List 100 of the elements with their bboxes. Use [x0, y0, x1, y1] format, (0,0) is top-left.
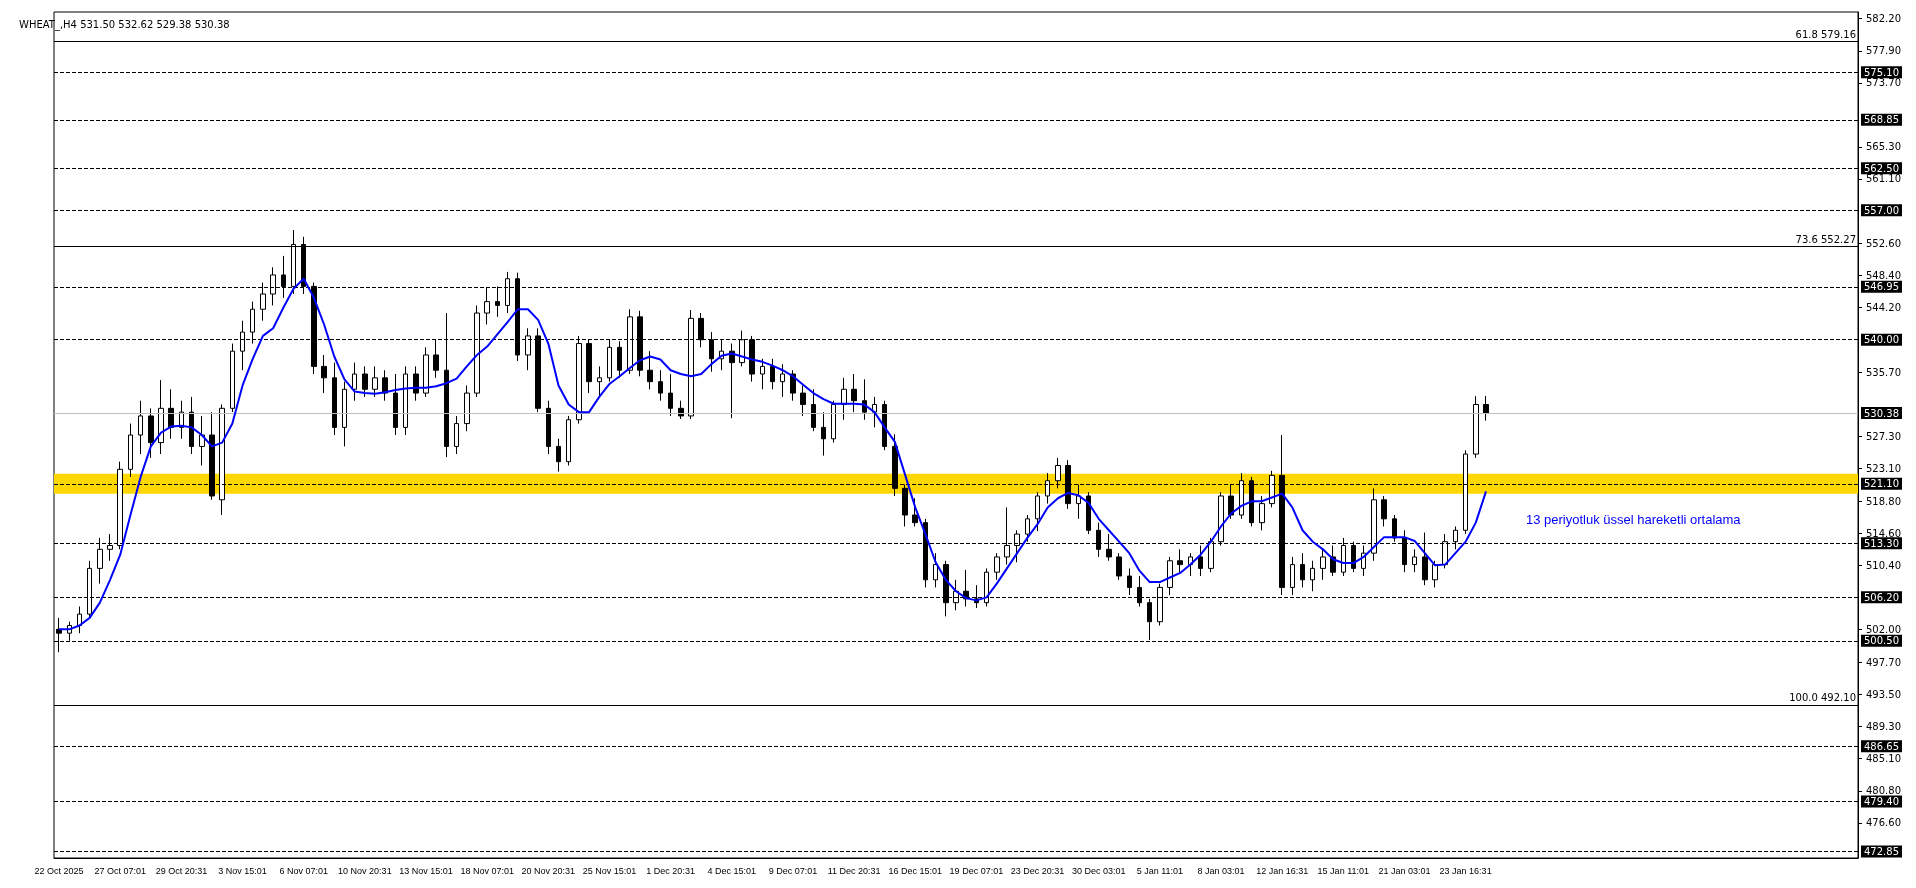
y-tick-label: 527.30	[1866, 431, 1901, 443]
candlestick	[1320, 548, 1326, 581]
candlestick	[1290, 556, 1295, 596]
x-tick-label: 3 Nov 15:01	[218, 865, 267, 876]
x-tick-label: 30 Dec 03:01	[1071, 865, 1126, 876]
candlestick	[1086, 491, 1091, 535]
x-tick-label: 5 Jan 11:01	[1136, 865, 1184, 876]
x-tick-label: 6 Nov 07:01	[279, 865, 328, 876]
candlestick	[556, 438, 561, 473]
candlestick	[393, 373, 398, 436]
y-tick-label: 502.00	[1866, 623, 1901, 635]
candlestick	[770, 358, 775, 390]
candlestick	[464, 384, 470, 432]
candlestick	[912, 497, 918, 527]
y-tick-label: 510.40	[1866, 559, 1901, 571]
y-tick-label: 544.20	[1866, 302, 1901, 314]
ref-line-label: 500.50	[1864, 635, 1899, 647]
y-tick-label: 561.10	[1866, 173, 1901, 185]
y-tick-label: 497.70	[1866, 656, 1901, 668]
candlestick	[780, 363, 785, 398]
x-tick-label: 29 Oct 20:31	[155, 865, 208, 876]
text: 13 periyotluk üssel hareketli ortalama	[1525, 511, 1742, 527]
x-tick-label: 11 Dec 20:31	[827, 865, 881, 876]
y-tick-label: 523.10	[1866, 463, 1901, 475]
y-tick-label: 577.90	[1866, 45, 1901, 57]
x-tick-label: 12 Jan 16:31	[1256, 865, 1309, 876]
candlestick	[1035, 491, 1040, 532]
candlestick	[403, 365, 408, 436]
candlestick	[760, 358, 765, 390]
y-tick-label: 480.80	[1866, 785, 1901, 797]
y-tick-label: 535.70	[1866, 367, 1901, 378]
candlestick	[1127, 567, 1132, 596]
x-tick-label: 19 Dec 07:01	[949, 865, 1004, 876]
ref-line-label: 575.10	[1864, 66, 1899, 78]
x-tick-label: 4 Dec 15:01	[707, 865, 757, 876]
ref-line-label: 568.85	[1864, 114, 1899, 126]
ref-line-label: 73.6 552.27	[1795, 233, 1856, 245]
candlestick	[230, 343, 235, 413]
candlestick	[1381, 495, 1387, 527]
ref-line-label: 486.65	[1864, 740, 1899, 752]
candlestick	[1473, 395, 1479, 459]
x-tick-label: 23 Jan 16:31	[1439, 865, 1492, 876]
candlestick	[413, 365, 419, 402]
candlestick	[597, 365, 602, 398]
y-tick-label: 548.40	[1866, 270, 1901, 282]
candlestick	[168, 388, 174, 440]
y-tick-label: 582.20	[1866, 12, 1901, 24]
candlestick	[658, 369, 663, 402]
candlestick	[902, 484, 908, 527]
candlestick	[933, 552, 938, 588]
candlestick	[128, 423, 133, 478]
y-tick-label: 565.30	[1866, 141, 1901, 153]
y-tick-label: 485.10	[1866, 752, 1901, 764]
line-series	[58, 277, 1487, 631]
candlestick	[382, 369, 388, 402]
x-tick-label: 18 Nov 07:01	[460, 865, 514, 876]
y-tick-label: 476.60	[1866, 817, 1901, 829]
x-tick-label: 22 Oct 2025	[34, 865, 84, 876]
candlestick	[321, 354, 327, 394]
candlestick	[1116, 552, 1122, 581]
x-tick-label: 25 Nov 15:01	[582, 865, 637, 876]
ref-line-label: 513.30	[1864, 537, 1899, 549]
y-tick-label: 573.70	[1866, 77, 1901, 89]
candlestick	[1198, 545, 1203, 577]
ref-line-label: 521.10	[1864, 478, 1899, 490]
candlestick	[199, 415, 205, 466]
candlestick	[831, 400, 836, 444]
candlestick	[851, 373, 857, 413]
candlestick	[668, 373, 673, 417]
candlestick	[372, 365, 378, 398]
x-tick-label: 20 Nov 20:31	[521, 865, 576, 876]
candlestick	[882, 400, 887, 451]
candlestick	[872, 396, 877, 428]
x-tick-label: 23 Dec 20:31	[1010, 865, 1065, 876]
candlestick	[1310, 560, 1315, 592]
candlestick	[1259, 495, 1265, 531]
candlestick	[148, 407, 154, 459]
ref-line-label: 479.40	[1864, 796, 1899, 808]
ref-line-label: 557.00	[1864, 204, 1899, 216]
candlestick	[1300, 552, 1305, 588]
candlestick	[1483, 395, 1489, 422]
y-tick-label: 552.60	[1866, 238, 1901, 250]
ref-line-label: 546.95	[1864, 281, 1899, 293]
y-tick-label: 493.50	[1866, 688, 1901, 700]
x-tick-label: 8 Jan 03:01	[1197, 865, 1245, 876]
candlestick	[362, 365, 368, 398]
x-tick-label: 21 Jan 03:01	[1378, 865, 1431, 876]
ref-line-label: 530.38	[1864, 407, 1899, 419]
ref-line-label: 472.85	[1864, 846, 1899, 858]
ref-line-label: 540.00	[1864, 334, 1899, 346]
candlestick	[189, 396, 194, 455]
x-tick-label: 9 Dec 07:01	[768, 865, 818, 876]
candlestick	[1177, 548, 1183, 573]
candlestick	[1432, 560, 1438, 588]
candlestick	[546, 400, 551, 455]
ref-line-label: 562.50	[1864, 162, 1899, 174]
candlestick	[423, 346, 429, 398]
candlestick	[1412, 548, 1417, 573]
x-tick-label: 10 Nov 20:31	[338, 865, 392, 876]
candlestick	[1076, 484, 1081, 520]
